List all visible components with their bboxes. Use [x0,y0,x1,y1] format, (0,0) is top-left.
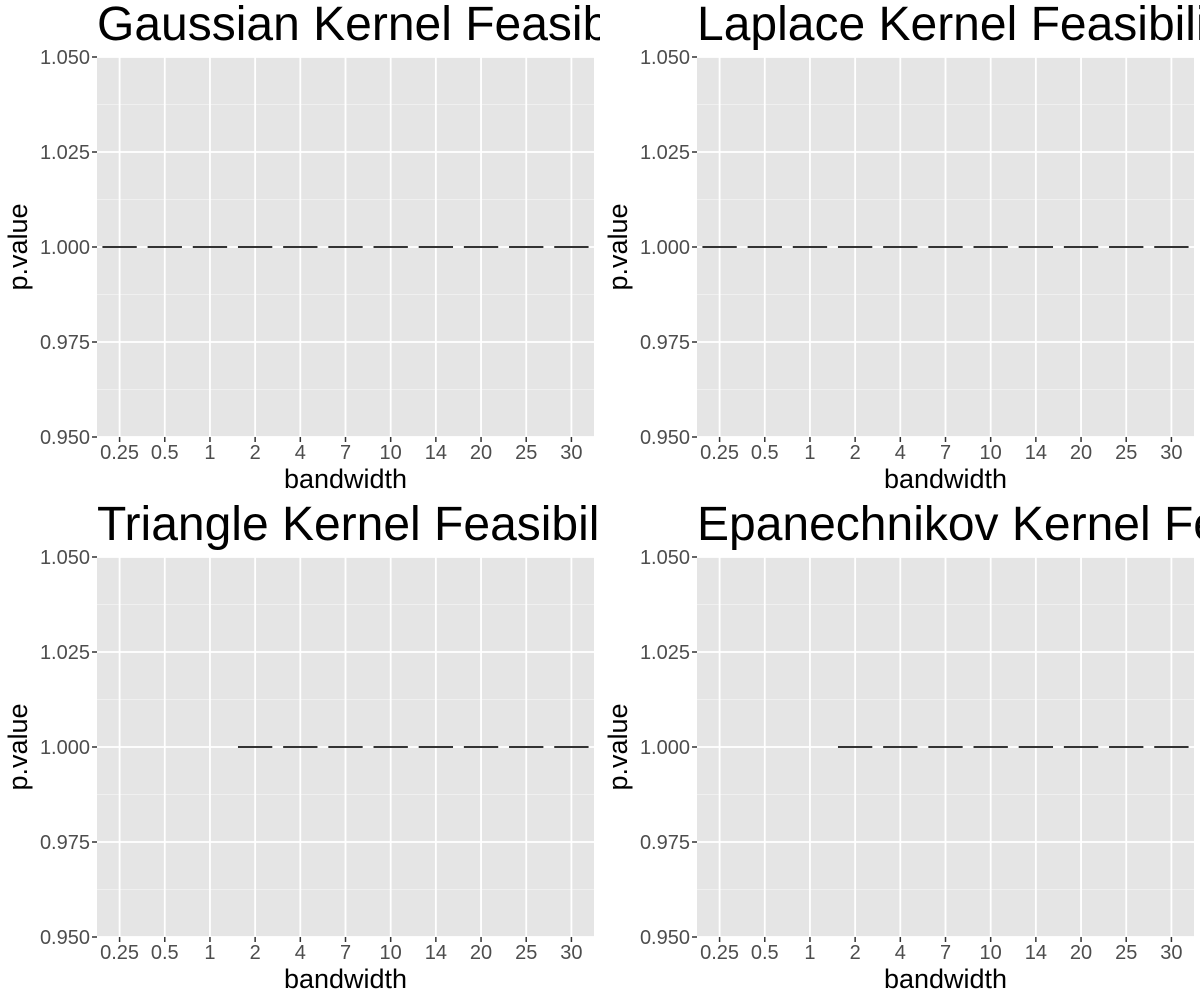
x-tick-label: 1 [204,942,215,964]
chart-svg: 0.950 0.975 1.000 1.025 1.050 0.25 0.5 1 2 4 7 10 14… [3,0,600,494]
x-tick-label: 30 [560,442,582,464]
x-axis-label: bandwidth [284,964,407,994]
x-tick-label: 14 [1025,442,1047,464]
y-tick-label: 0.950 [40,427,90,449]
y-tick-label: 1.025 [640,142,690,164]
x-tick-label: 0.5 [151,442,179,464]
x-tick-label: 14 [425,442,447,464]
x-tick-label: 2 [250,942,261,964]
y-tick-label: 0.950 [640,927,690,949]
chart-svg: 0.950 0.975 1.000 1.025 1.050 0.25 0.5 1 2 4 7 10 14… [603,500,1200,994]
y-tick-label: 0.975 [640,332,690,354]
y-tick-label: 1.025 [640,642,690,664]
y-tick-label: 1.025 [40,142,90,164]
x-tick-label: 0.5 [751,442,779,464]
x-tick-label: 0.25 [700,442,739,464]
x-tick-label: 14 [425,942,447,964]
x-tick-label: 20 [470,442,492,464]
x-tick-label: 25 [515,442,537,464]
x-tick-label: 0.25 [700,942,739,964]
x-tick-label: 10 [980,942,1002,964]
panel-gaussian: 0.950 0.975 1.000 1.025 1.050 0.25 0.5 1 2 4 7 10 14… [0,0,600,500]
y-tick-label: 0.950 [640,427,690,449]
panel-triangle: 0.950 0.975 1.000 1.025 1.050 0.25 0.5 1 2 4 7 10 14… [0,500,600,1000]
x-tick-label: 4 [295,942,306,964]
x-axis-label: bandwidth [884,964,1007,994]
x-tick-label: 4 [295,442,306,464]
y-tick-label: 1.025 [40,642,90,664]
x-tick-label: 25 [515,942,537,964]
x-tick-label: 2 [850,942,861,964]
x-tick-label: 10 [980,442,1002,464]
chart-svg: 0.950 0.975 1.000 1.025 1.050 0.25 0.5 1 2 4 7 10 14… [603,0,1200,494]
y-axis-label: p.value [603,203,633,290]
x-tick-label: 1 [204,442,215,464]
x-tick-label: 30 [560,942,582,964]
chart-title: Gaussian Kernel Feasibility [97,0,600,51]
x-tick-label: 14 [1025,942,1047,964]
x-tick-label: 1 [804,442,815,464]
x-tick-label: 7 [940,942,951,964]
x-tick-label: 0.25 [100,442,139,464]
y-tick-label: 1.050 [640,47,690,69]
y-tick-label: 1.000 [40,737,90,759]
x-tick-label: 7 [340,442,351,464]
x-tick-label: 0.25 [100,942,139,964]
x-tick-label: 30 [1160,942,1182,964]
y-tick-label: 0.975 [40,832,90,854]
x-tick-label: 30 [1160,442,1182,464]
y-tick-label: 1.000 [640,737,690,759]
y-tick-label: 1.050 [40,547,90,569]
x-tick-label: 25 [1115,442,1137,464]
x-tick-label: 0.5 [151,942,179,964]
x-tick-label: 1 [804,942,815,964]
x-tick-label: 4 [895,442,906,464]
y-tick-label: 1.000 [40,237,90,259]
x-tick-label: 2 [250,442,261,464]
chart-title: Triangle Kernel Feasibility [97,500,600,551]
x-axis-label: bandwidth [884,464,1007,494]
x-tick-label: 20 [470,942,492,964]
x-tick-label: 2 [850,442,861,464]
y-tick-label: 1.050 [640,547,690,569]
chart-svg: 0.950 0.975 1.000 1.025 1.050 0.25 0.5 1 2 4 7 10 14… [3,500,600,994]
x-tick-label: 25 [1115,942,1137,964]
y-axis-label: p.value [603,703,633,790]
x-tick-label: 7 [340,942,351,964]
x-axis-label: bandwidth [284,464,407,494]
x-tick-label: 4 [895,942,906,964]
chart-title: Epanechnikov Kernel Feasibility [697,500,1200,551]
x-tick-label: 10 [380,942,402,964]
y-tick-label: 0.975 [640,832,690,854]
y-tick-label: 0.975 [40,332,90,354]
y-tick-label: 1.050 [40,47,90,69]
x-tick-label: 20 [1070,942,1092,964]
y-axis-label: p.value [3,703,33,790]
panel-epanechnikov: 0.950 0.975 1.000 1.025 1.050 0.25 0.5 1 2 4 7 10 14… [600,500,1200,1000]
x-tick-label: 7 [940,442,951,464]
y-tick-label: 0.950 [40,927,90,949]
y-tick-label: 1.000 [640,237,690,259]
x-tick-label: 0.5 [751,942,779,964]
x-tick-label: 10 [380,442,402,464]
x-tick-label: 20 [1070,442,1092,464]
chart-title: Laplace Kernel Feasibility [697,0,1200,51]
panel-laplace: 0.950 0.975 1.000 1.025 1.050 0.25 0.5 1 2 4 7 10 14… [600,0,1200,500]
y-axis-label: p.value [3,203,33,290]
